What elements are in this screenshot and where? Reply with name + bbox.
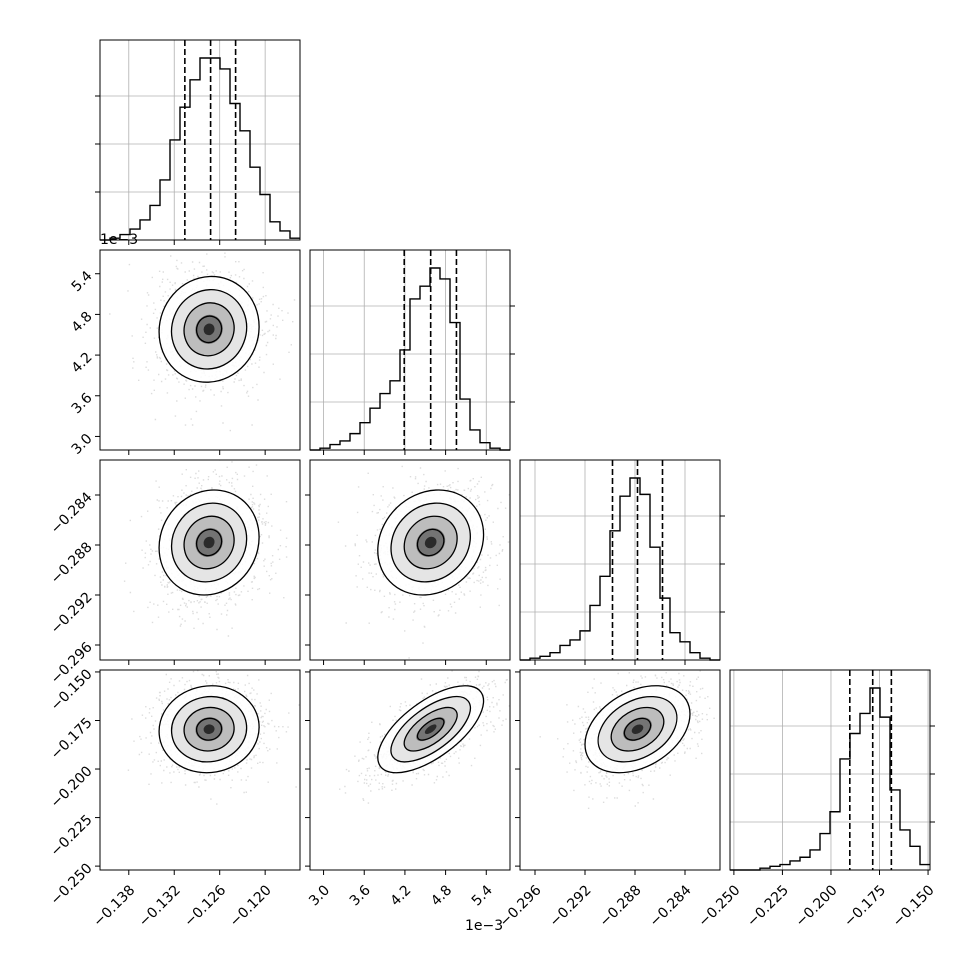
x-tick-label: −0.225: [744, 882, 792, 930]
panel-frame: [519, 459, 721, 661]
x-tick-label: 3.6: [347, 882, 374, 909]
y-tick-label: 3.0: [69, 431, 96, 458]
contour-line: [390, 502, 471, 583]
contour-line: [623, 717, 652, 741]
density-fill: [424, 724, 437, 735]
contour-line: [610, 706, 665, 752]
contour-line: [195, 528, 223, 557]
panel-background: [730, 670, 930, 870]
panel-background: [520, 460, 720, 660]
x-tick-label: 3.0: [306, 882, 333, 909]
x-tick-label: −0.175: [841, 882, 889, 930]
y-tick-label: 4.2: [69, 349, 96, 376]
panel-frame: [99, 249, 301, 451]
panel-frame: [729, 669, 931, 871]
x-tick-label: −0.138: [90, 882, 138, 930]
y-tick-label: −0.225: [48, 812, 96, 860]
panel-frame: [99, 39, 301, 241]
y-tick-label: −0.200: [48, 763, 96, 811]
y-tick-label: −0.175: [48, 715, 96, 763]
histogram-step: [310, 267, 510, 451]
contour-line: [158, 489, 260, 596]
contour-line: [170, 289, 248, 370]
contour-line: [170, 695, 248, 763]
contour-line: [183, 302, 235, 357]
y-tick-label: −0.292: [48, 589, 96, 637]
contour-line: [584, 685, 691, 774]
contour-line: [158, 685, 260, 774]
contour-line: [403, 706, 458, 752]
contour-line: [377, 685, 485, 774]
x-tick-label: −0.150: [890, 882, 938, 930]
histogram-panel-1: [309, 249, 515, 451]
scatter-panel-2-1: [309, 459, 511, 661]
contour-line: [597, 695, 678, 763]
scatter-panel-1-0: [99, 249, 301, 451]
panel-frame: [309, 249, 511, 451]
contour-line: [195, 717, 223, 741]
panel-frame: [309, 669, 511, 871]
x-tick-label: −0.200: [793, 882, 841, 930]
contour-line: [403, 515, 458, 570]
histogram-step: [520, 477, 720, 661]
y-tick-label: 5.4: [69, 268, 96, 295]
panel-frame: [519, 669, 721, 871]
contour-line: [183, 706, 235, 752]
contour-line: [195, 315, 223, 344]
x-tick-label: −0.126: [181, 882, 229, 930]
scatter-panel-3-1: [309, 669, 511, 871]
x-tick-label: −0.250: [696, 882, 744, 930]
panel-frame: [99, 459, 301, 661]
histogram-panel-3: [729, 669, 935, 871]
panel-frame: [309, 459, 511, 661]
density-fill: [203, 724, 215, 735]
x-tick-label: −0.292: [547, 882, 595, 930]
y-tick-label: −0.284: [48, 489, 96, 537]
x-offset-label: 1e−3: [465, 918, 503, 934]
scatter-panel-3-0: [99, 669, 301, 871]
x-tick-label: −0.132: [136, 882, 184, 930]
scatter-panel-3-2: [519, 669, 721, 871]
x-tick-label: 5.4: [469, 882, 496, 909]
contour-line: [416, 717, 445, 741]
contour-line: [183, 515, 235, 570]
histogram-step: [730, 687, 930, 871]
contour-line: [170, 502, 248, 583]
panel-frame: [99, 669, 301, 871]
scatter-panel-2-0: [99, 459, 301, 661]
y-tick-label: 4.8: [69, 309, 96, 336]
x-tick-label: −0.296: [497, 882, 545, 930]
x-tick-label: −0.288: [597, 882, 645, 930]
histogram-panel-0: [95, 39, 301, 241]
x-tick-label: 4.2: [387, 882, 414, 909]
contour-line: [416, 528, 445, 557]
density-fill: [631, 724, 644, 735]
x-tick-label: 4.8: [428, 882, 455, 909]
x-tick-label: −0.120: [227, 882, 275, 930]
y-tick-label: 3.6: [69, 390, 96, 417]
density-fill: [203, 323, 215, 336]
y-tick-label: −0.250: [48, 860, 96, 908]
contour-line: [158, 275, 260, 383]
y-tick-label: −0.288: [48, 539, 96, 587]
x-tick-label: −0.284: [647, 882, 695, 930]
contour-line: [390, 695, 471, 763]
density-fill: [424, 536, 437, 549]
contour-line: [377, 489, 485, 596]
density-fill: [203, 536, 215, 549]
histogram-step: [100, 57, 300, 241]
y-offset-label: 1e−3: [100, 232, 138, 248]
histogram-panel-2: [519, 459, 725, 661]
